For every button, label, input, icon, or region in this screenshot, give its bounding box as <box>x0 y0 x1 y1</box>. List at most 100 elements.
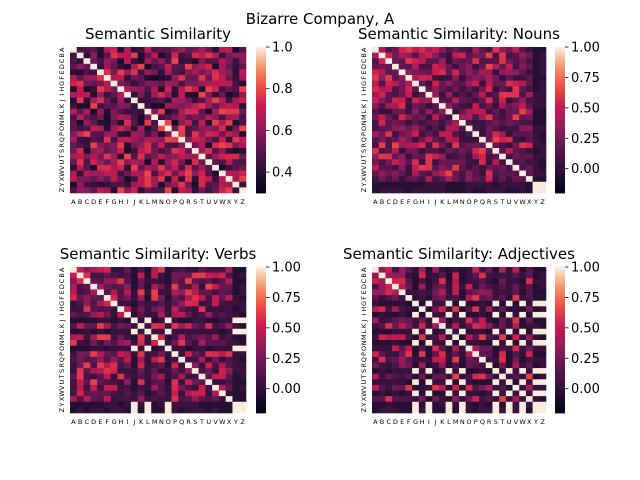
heatmap-cell <box>512 345 520 352</box>
heatmap-cell <box>158 176 166 183</box>
heatmap-cell <box>499 136 507 143</box>
heatmap-cell <box>151 131 159 138</box>
heatmap-cell <box>90 80 98 87</box>
heatmap-cell <box>171 153 179 160</box>
heatmap-cell <box>472 396 480 403</box>
colorbar-segment <box>256 315 266 319</box>
colorbar-segment <box>555 303 565 307</box>
heatmap-cell <box>117 340 125 346</box>
colorbar-segment <box>555 325 565 329</box>
x-tick-label: Z <box>240 418 245 426</box>
colorbar-segment <box>256 132 266 135</box>
heatmap-cell <box>519 170 527 177</box>
heatmap-cell <box>232 278 240 285</box>
heatmap-cell <box>532 311 540 318</box>
heatmap-cell <box>519 283 527 290</box>
heatmap-cell <box>158 86 166 93</box>
heatmap-cell <box>438 368 446 374</box>
heatmap-cell <box>164 63 172 70</box>
heatmap-cell <box>532 136 540 143</box>
y-tick-label: W <box>360 390 368 397</box>
heatmap-cell <box>158 136 166 143</box>
heatmap-cell <box>144 181 152 188</box>
heatmap-cell <box>218 323 226 330</box>
heatmap-cell <box>459 362 466 369</box>
heatmap-cell <box>525 362 533 369</box>
heatmap-cell <box>412 176 420 183</box>
heatmap-cell <box>151 176 159 183</box>
heatmap-cell <box>385 396 393 403</box>
heatmap-cell <box>398 181 406 188</box>
heatmap-cell <box>512 187 520 194</box>
heatmap-cell <box>412 170 420 177</box>
heatmap-cell <box>385 278 393 285</box>
colorbar-segment <box>256 293 266 297</box>
heatmap-cell <box>103 114 111 121</box>
heatmap-cell <box>378 401 386 408</box>
heatmap-cell <box>103 170 111 177</box>
heatmap-cell <box>130 407 138 414</box>
heatmap-cell <box>405 176 413 183</box>
heatmap-cell <box>492 356 500 363</box>
heatmap-cell <box>212 114 220 121</box>
colorbar-segment <box>256 313 266 317</box>
heatmap-cell <box>412 351 420 358</box>
colorbar-segment <box>555 64 565 67</box>
heatmap-cell <box>239 52 247 59</box>
heatmap-cell <box>539 362 547 369</box>
x-tick-label: R <box>186 418 191 426</box>
heatmap-cell <box>178 164 186 171</box>
heatmap-cell <box>385 142 393 149</box>
heatmap-cell <box>512 356 520 363</box>
heatmap-cell <box>378 272 386 279</box>
heatmap-cell <box>512 373 520 380</box>
heatmap-cell <box>158 340 166 346</box>
heatmap-cell <box>519 131 527 138</box>
heatmap-cell <box>479 272 487 279</box>
heatmap-cell <box>499 80 507 87</box>
heatmap-cell <box>432 328 440 335</box>
heatmap-cell <box>485 47 493 53</box>
heatmap-cell <box>218 362 226 369</box>
heatmap-cell <box>130 47 138 53</box>
heatmap-cell <box>198 142 206 149</box>
colorbar-segment <box>256 405 266 409</box>
heatmap-cell <box>110 306 118 313</box>
heatmap-cell <box>164 159 172 166</box>
heatmap-cell <box>205 345 213 352</box>
heatmap-cell <box>110 368 118 374</box>
heatmap-cell <box>378 131 386 138</box>
colorbar-segment <box>555 95 565 99</box>
heatmap-cell <box>124 142 132 149</box>
heatmap-cell <box>103 91 111 98</box>
heatmap-cell <box>525 170 533 177</box>
heatmap-cell <box>425 368 433 374</box>
x-tick-label: G <box>413 418 418 426</box>
heatmap-cell <box>499 323 507 330</box>
heatmap-cell <box>372 345 379 352</box>
heatmap-cell <box>124 120 132 126</box>
heatmap-cell <box>171 362 179 369</box>
heatmap-cell <box>110 300 118 307</box>
heatmap-cell <box>505 47 513 53</box>
colorbar-tick-label: 1.00 <box>571 261 600 276</box>
x-tick-label: J <box>434 418 437 426</box>
heatmap-cell <box>70 401 78 408</box>
heatmap-cell <box>452 300 460 307</box>
heatmap-cell <box>412 108 420 115</box>
heatmap-cell <box>225 47 233 53</box>
heatmap-cell <box>232 401 240 408</box>
heatmap-cell <box>532 306 540 313</box>
heatmap-cell <box>218 47 226 53</box>
heatmap-cell <box>472 345 480 352</box>
heatmap-cell <box>110 401 118 408</box>
heatmap-cell <box>392 328 400 335</box>
heatmap-cell <box>117 278 125 285</box>
heatmap-cell <box>459 69 466 76</box>
heatmap-cell <box>97 407 105 414</box>
heatmap-cell <box>117 75 125 81</box>
colorbar-segment <box>555 374 565 377</box>
heatmap-cell <box>432 356 440 363</box>
heatmap-cell <box>492 401 500 408</box>
